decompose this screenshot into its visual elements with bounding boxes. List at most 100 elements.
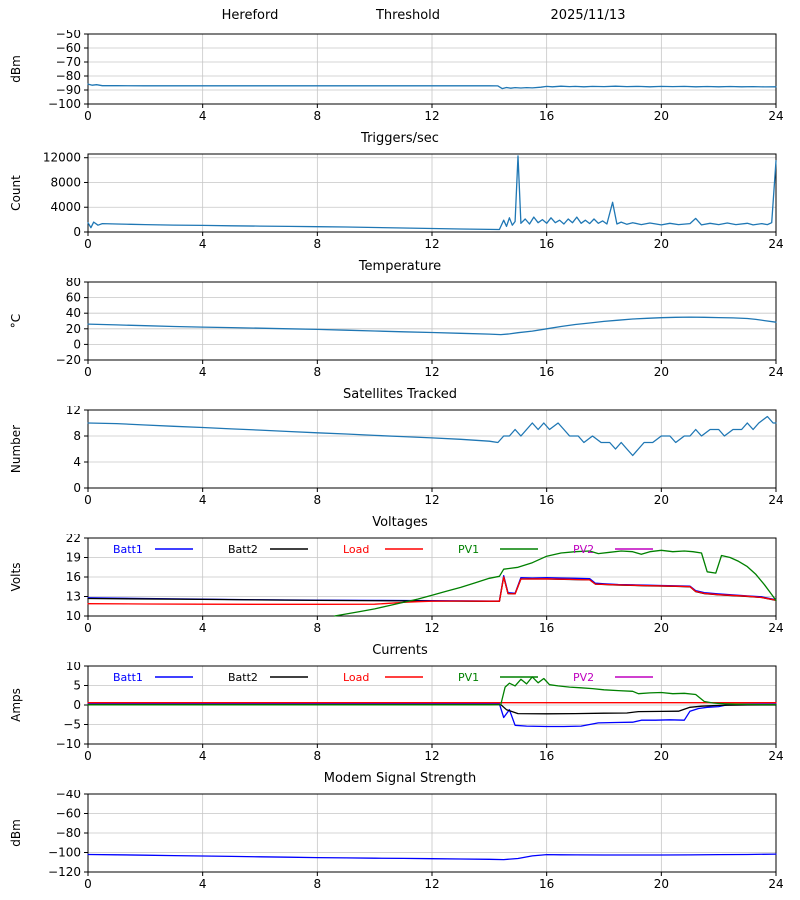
svg-text:0: 0 <box>73 481 81 495</box>
y-axis-label: °C <box>9 314 23 328</box>
svg-text:16: 16 <box>539 877 554 891</box>
svg-text:24: 24 <box>768 621 783 635</box>
svg-text:8: 8 <box>73 429 81 443</box>
svg-text:PV2: PV2 <box>573 671 594 684</box>
chart-threshold: dBm 0 4 8 12 16 20 24 −100 −90 −80 −70 −60 −50 <box>0 30 800 126</box>
chart-voltages: Voltages Volts 0 4 8 12 16 20 24 10 13 16 19 22 Batt… <box>0 510 800 638</box>
svg-text:−10: −10 <box>56 737 81 751</box>
voltages-plot: Volts 0 4 8 12 16 20 24 10 13 16 19 22 Batt1 Batt2 Loa… <box>9 534 784 635</box>
svg-text:16: 16 <box>539 109 554 123</box>
y-axis-label: Number <box>9 425 23 473</box>
y-axis-label: dBm <box>9 819 23 847</box>
svg-text:12: 12 <box>424 109 439 123</box>
svg-text:12: 12 <box>66 406 81 417</box>
svg-text:8: 8 <box>314 365 322 379</box>
svg-text:20: 20 <box>654 237 669 251</box>
chart-satellites: Satellites Tracked Number 0 4 8 12 16 20 24 0 4 8… <box>0 382 800 510</box>
svg-text:8: 8 <box>314 877 322 891</box>
svg-text:−70: −70 <box>56 55 81 69</box>
svg-text:−50: −50 <box>56 30 81 41</box>
svg-text:4: 4 <box>73 455 81 469</box>
svg-text:0: 0 <box>84 621 92 635</box>
svg-text:24: 24 <box>768 877 783 891</box>
svg-text:0: 0 <box>73 698 81 712</box>
svg-text:4: 4 <box>199 237 207 251</box>
svg-text:Batt1: Batt1 <box>113 671 143 684</box>
svg-text:60: 60 <box>66 291 81 305</box>
svg-text:20: 20 <box>66 322 81 336</box>
chart-triggers: Triggers/sec Count 0 4 8 12 16 20 24 0 4000 8000 1… <box>0 126 800 254</box>
svg-text:0: 0 <box>84 109 92 123</box>
svg-text:0: 0 <box>84 493 92 507</box>
svg-text:8: 8 <box>314 493 322 507</box>
svg-text:16: 16 <box>539 237 554 251</box>
svg-text:4: 4 <box>199 365 207 379</box>
svg-text:4: 4 <box>199 493 207 507</box>
svg-text:0: 0 <box>73 337 81 351</box>
svg-text:4: 4 <box>199 749 207 763</box>
chart-title: Currents <box>372 643 428 658</box>
svg-text:19: 19 <box>66 551 81 565</box>
chart-title: Triggers/sec <box>361 131 439 146</box>
svg-text:8: 8 <box>314 621 322 635</box>
currents-plot: Amps 0 4 8 12 16 20 24 −10 −5 0 5 10 Batt1 Batt2 Load P… <box>9 662 784 763</box>
svg-text:16: 16 <box>539 493 554 507</box>
y-axis-label: dBm <box>9 55 23 83</box>
svg-text:80: 80 <box>66 278 81 289</box>
svg-text:12: 12 <box>424 365 439 379</box>
svg-text:0: 0 <box>84 749 92 763</box>
svg-text:0: 0 <box>84 237 92 251</box>
chart-modem: Modem Signal Strength dBm 0 4 8 12 16 20 24 −12… <box>0 766 800 894</box>
svg-text:−80: −80 <box>56 826 81 840</box>
svg-text:8000: 8000 <box>50 175 81 189</box>
figure-header: Hereford Threshold 2025/11/13 <box>0 6 800 30</box>
svg-text:5: 5 <box>73 679 81 693</box>
svg-text:0: 0 <box>84 365 92 379</box>
svg-text:4: 4 <box>199 621 207 635</box>
modem-plot: dBm 0 4 8 12 16 20 24 −120 −100 −80 −60 −40 <box>9 790 784 891</box>
chart-temperature: Temperature °C 0 4 8 12 16 20 24 −20 0 20 40 60 80 <box>0 254 800 382</box>
svg-text:24: 24 <box>768 365 783 379</box>
chart-title: Voltages <box>372 515 428 530</box>
svg-text:20: 20 <box>654 109 669 123</box>
svg-text:12: 12 <box>424 621 439 635</box>
svg-text:24: 24 <box>768 493 783 507</box>
svg-text:−100: −100 <box>48 846 81 860</box>
svg-text:16: 16 <box>66 570 81 584</box>
svg-text:4: 4 <box>199 109 207 123</box>
svg-text:8: 8 <box>314 749 322 763</box>
svg-text:−5: −5 <box>63 718 81 732</box>
svg-text:12000: 12000 <box>43 151 81 165</box>
svg-text:−60: −60 <box>56 41 81 55</box>
svg-text:Batt2: Batt2 <box>228 671 258 684</box>
svg-text:24: 24 <box>768 749 783 763</box>
svg-text:PV1: PV1 <box>458 543 479 556</box>
svg-text:12: 12 <box>424 877 439 891</box>
svg-text:40: 40 <box>66 306 81 320</box>
svg-text:−80: −80 <box>56 69 81 83</box>
chart-title: Temperature <box>358 259 442 274</box>
svg-text:−60: −60 <box>56 807 81 821</box>
svg-text:−120: −120 <box>48 865 81 879</box>
y-axis-label: Amps <box>9 688 23 722</box>
svg-text:20: 20 <box>654 493 669 507</box>
svg-text:12: 12 <box>424 749 439 763</box>
svg-text:20: 20 <box>654 621 669 635</box>
svg-text:0: 0 <box>84 877 92 891</box>
svg-text:20: 20 <box>654 365 669 379</box>
svg-text:12: 12 <box>424 237 439 251</box>
threshold-plot: dBm 0 4 8 12 16 20 24 −100−90−80−70−60−50 <box>9 30 784 123</box>
svg-text:0: 0 <box>73 225 81 239</box>
svg-text:13: 13 <box>66 590 81 604</box>
chart-title: Modem Signal Strength <box>323 771 477 786</box>
svg-text:Batt2: Batt2 <box>228 543 258 556</box>
svg-text:Load: Load <box>343 543 369 556</box>
svg-text:Load: Load <box>343 671 369 684</box>
svg-text:10: 10 <box>66 609 81 623</box>
svg-text:−20: −20 <box>56 353 81 367</box>
header-threshold-label: Threshold <box>375 8 441 23</box>
y-axis-label: Volts <box>9 563 23 592</box>
svg-text:8: 8 <box>314 237 322 251</box>
svg-text:PV1: PV1 <box>458 671 479 684</box>
